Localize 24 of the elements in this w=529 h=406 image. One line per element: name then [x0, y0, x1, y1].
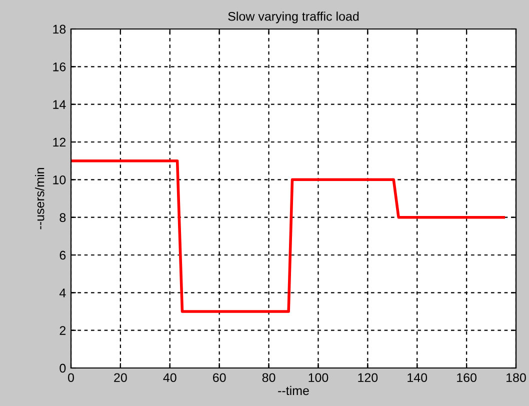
y-tick-label: 10	[53, 175, 66, 184]
x-tick-label: 0	[68, 373, 74, 382]
x-tick-label: 40	[163, 373, 176, 382]
x-tick-label: 160	[457, 373, 476, 382]
chart-title: Slow varying traffic load	[228, 12, 359, 24]
y-tick-label: 12	[53, 138, 66, 147]
y-tick-label: 2	[60, 326, 66, 335]
x-tick-label: 120	[358, 373, 378, 382]
x-tick-label: 20	[114, 373, 127, 382]
x-tick-label: 60	[213, 373, 226, 382]
y-tick-label: 4	[59, 288, 66, 298]
x-tick-label: 80	[262, 373, 276, 382]
x-tick-label: 100	[308, 373, 328, 382]
y-axis-title: --users/min	[35, 168, 44, 230]
y-tick-label: 0	[60, 364, 66, 373]
y-tick-label: 18	[53, 24, 66, 34]
y-tick-label: 6	[60, 250, 66, 260]
y-tick-label: 8	[60, 213, 66, 222]
x-tick-label: 140	[408, 373, 428, 382]
line-series	[71, 159, 506, 313]
y-tick-label: 14	[53, 100, 66, 109]
x-tick-label: 180	[506, 373, 526, 382]
x-axis-title: --time	[278, 386, 309, 396]
y-tick-label: 16	[53, 62, 66, 72]
